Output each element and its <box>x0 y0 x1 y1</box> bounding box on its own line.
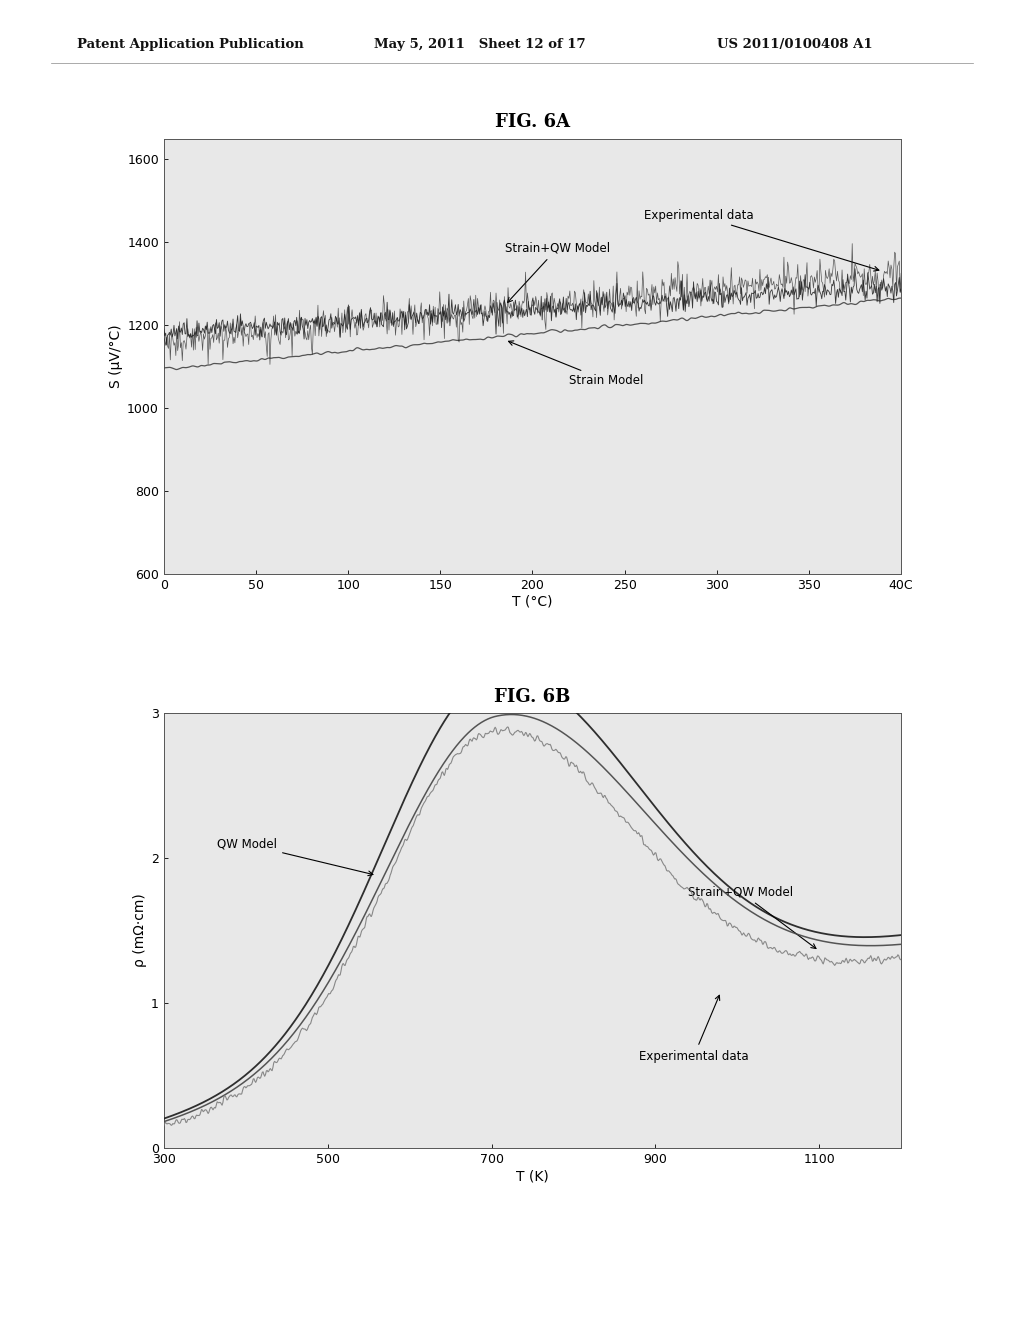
X-axis label: T (K): T (K) <box>516 1170 549 1183</box>
Text: Experimental data: Experimental data <box>643 209 879 271</box>
Text: Strain+QW Model: Strain+QW Model <box>688 886 816 949</box>
Text: Patent Application Publication: Patent Application Publication <box>77 37 303 50</box>
X-axis label: T (°C): T (°C) <box>512 595 553 609</box>
Title: FIG. 6A: FIG. 6A <box>495 114 570 132</box>
Y-axis label: ρ (mΩ·cm): ρ (mΩ·cm) <box>133 894 146 968</box>
Title: FIG. 6B: FIG. 6B <box>495 688 570 706</box>
Text: US 2011/0100408 A1: US 2011/0100408 A1 <box>717 37 872 50</box>
Text: Strain+QW Model: Strain+QW Model <box>505 242 610 302</box>
Text: Strain Model: Strain Model <box>509 341 644 387</box>
Text: May 5, 2011   Sheet 12 of 17: May 5, 2011 Sheet 12 of 17 <box>374 37 586 50</box>
Text: QW Model: QW Model <box>217 838 373 875</box>
Y-axis label: S (μV/°C): S (μV/°C) <box>109 325 123 388</box>
Text: Experimental data: Experimental data <box>639 995 749 1063</box>
